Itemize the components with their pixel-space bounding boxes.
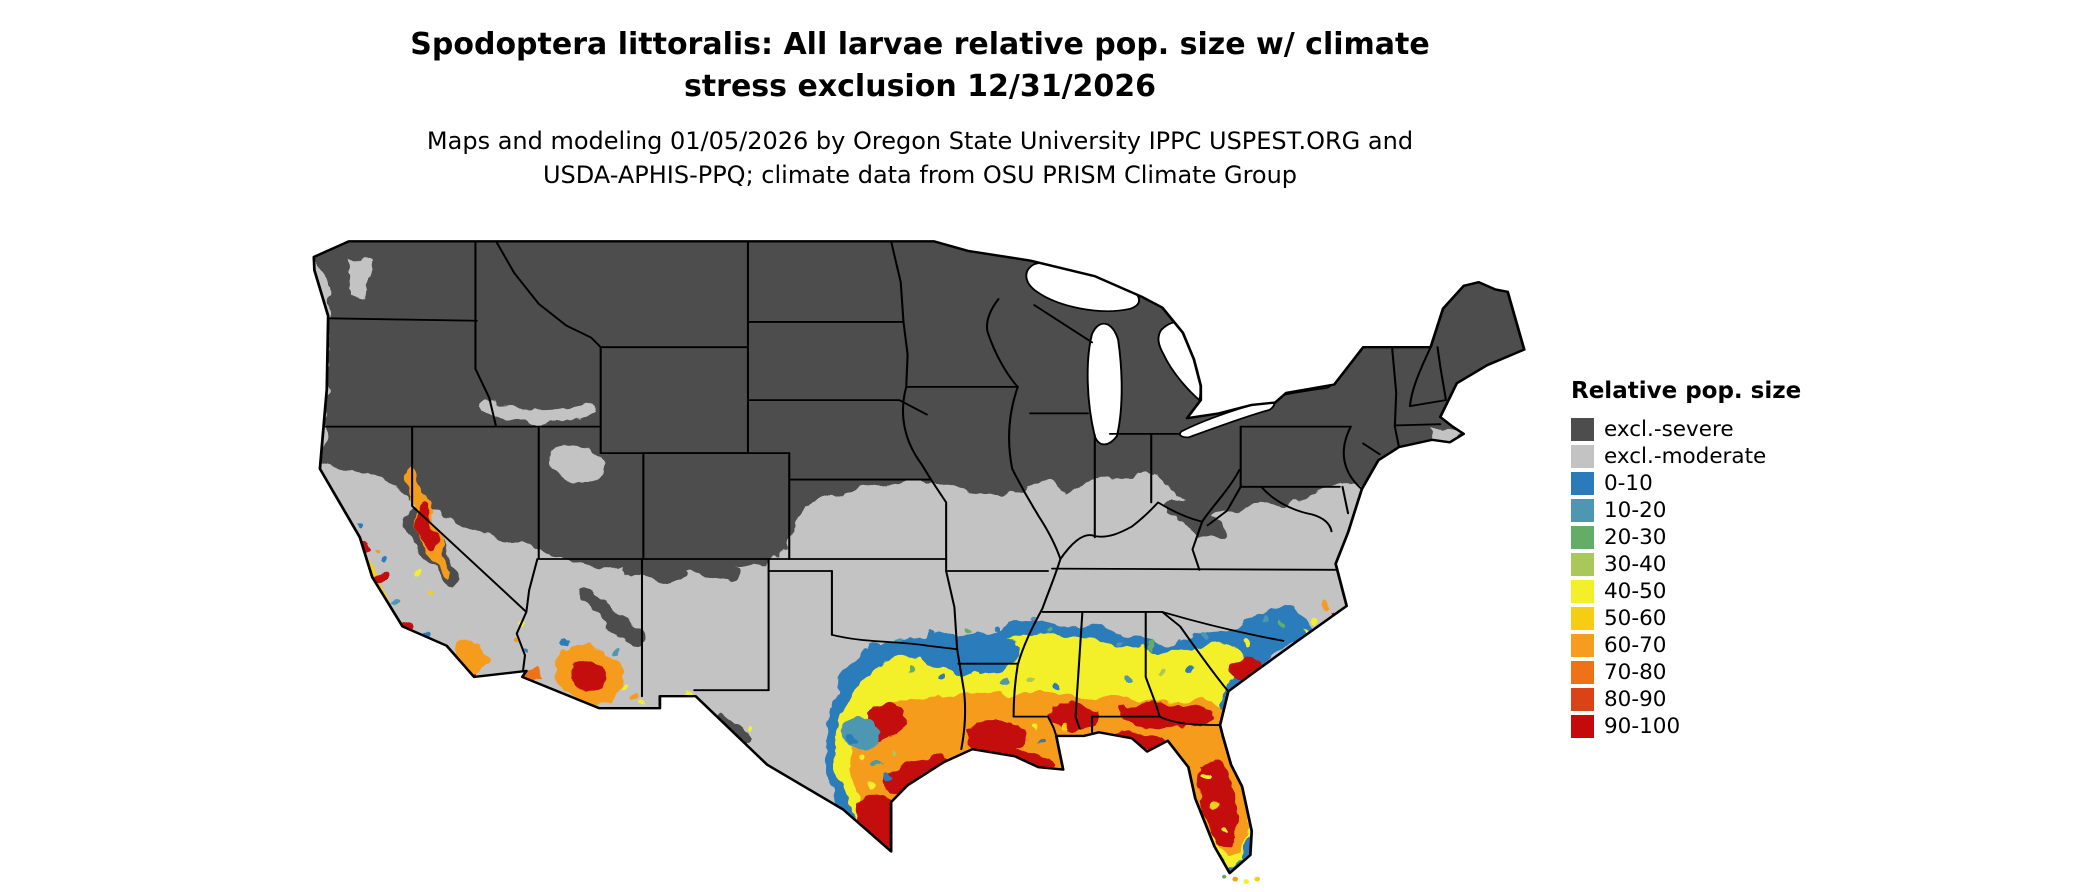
title-line-2: stress exclusion 12/31/2026	[683, 69, 1157, 104]
legend-item: 60-70	[1571, 632, 1801, 658]
legend-swatch	[1571, 660, 1594, 684]
conus-outline	[312, 240, 1526, 875]
legend-label: 30-40	[1604, 551, 1667, 577]
legend-swatch	[1571, 417, 1594, 441]
page-title: Spodoptera littoralis: All larvae relati…	[0, 24, 1840, 108]
legend-swatch	[1571, 687, 1594, 711]
legend-item: 0-10	[1571, 470, 1801, 496]
legend-label: excl.-moderate	[1604, 443, 1767, 469]
subtitle-line-2: USDA-APHIS-PPQ; climate data from OSU PR…	[542, 161, 1298, 189]
legend-item: excl.-severe	[1571, 416, 1801, 442]
florida-keys-specks	[1221, 874, 1260, 884]
legend-swatch	[1571, 552, 1594, 576]
legend-label: excl.-severe	[1604, 416, 1734, 442]
legend-label: 70-80	[1604, 659, 1667, 685]
legend-label: 80-90	[1604, 686, 1667, 712]
legend-item: 90-100	[1571, 713, 1801, 739]
legend-label: 90-100	[1604, 713, 1681, 739]
state-borders	[318, 241, 1447, 751]
subtitle-line-1: Maps and modeling 01/05/2026 by Oregon S…	[426, 127, 1414, 155]
legend-label: 20-30	[1604, 524, 1667, 550]
legend-swatch	[1571, 714, 1594, 738]
legend-swatch	[1571, 606, 1594, 630]
legend-label: 10-20	[1604, 497, 1667, 523]
legend-item: 70-80	[1571, 659, 1801, 685]
legend-label: 40-50	[1604, 578, 1667, 604]
legend-label: 60-70	[1604, 632, 1667, 658]
legend-swatch	[1571, 471, 1594, 495]
legend-item: 10-20	[1571, 497, 1801, 523]
legend-item: 20-30	[1571, 524, 1801, 550]
legend-swatch	[1571, 444, 1594, 468]
legend-label: 50-60	[1604, 605, 1667, 631]
legend-swatch	[1571, 525, 1594, 549]
page-subtitle: Maps and modeling 01/05/2026 by Oregon S…	[0, 124, 1840, 192]
map-legend: Relative pop. size excl.-severe excl.-mod…	[1571, 378, 1801, 740]
legend-item: 80-90	[1571, 686, 1801, 712]
legend-swatch	[1571, 633, 1594, 657]
legend-title: Relative pop. size	[1571, 378, 1802, 404]
us-map	[280, 210, 1560, 892]
us-map-svg	[312, 240, 1526, 884]
title-line-1: Spodoptera littoralis: All larvae relati…	[410, 27, 1430, 62]
legend-swatch	[1571, 579, 1594, 603]
legend-item: 30-40	[1571, 551, 1801, 577]
legend-item: excl.-moderate	[1571, 443, 1801, 469]
legend-item: 40-50	[1571, 578, 1801, 604]
legend-items: excl.-severe excl.-moderate 0-10 10-20 20-30…	[1571, 416, 1801, 739]
legend-label: 0-10	[1604, 470, 1653, 496]
legend-item: 50-60	[1571, 605, 1801, 631]
legend-swatch	[1571, 498, 1594, 522]
